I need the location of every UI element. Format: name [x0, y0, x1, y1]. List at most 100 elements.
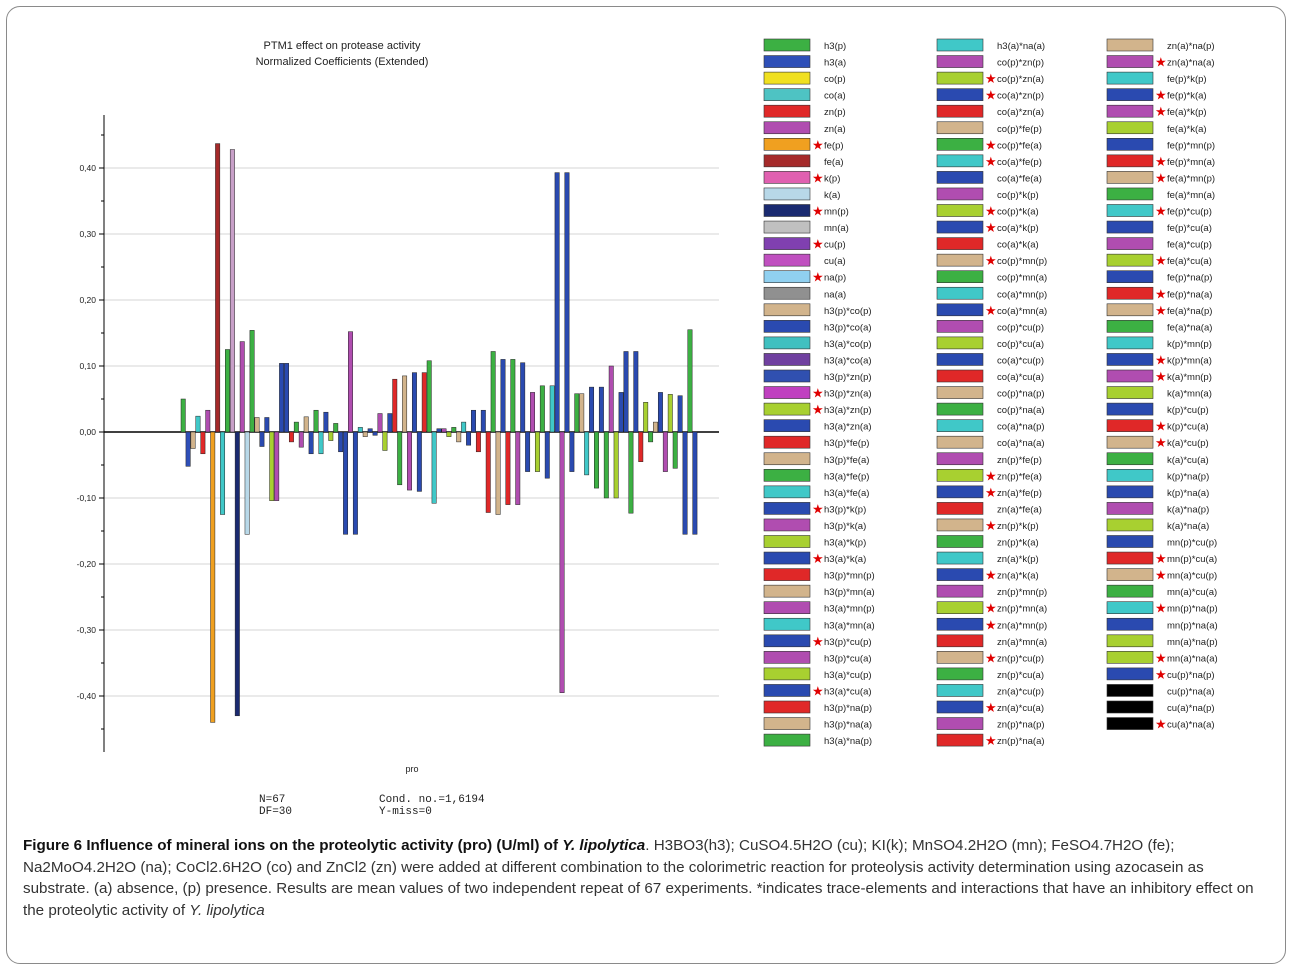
bar — [598, 386, 604, 433]
legend-item: ★ cu(a)*na(a) — [1106, 717, 1215, 732]
legend-label: mn(a) — [824, 223, 849, 234]
legend-label: co(a)*cu(p) — [997, 355, 1044, 366]
bar — [249, 330, 255, 433]
legend-label: h3(a)*mn(p) — [824, 604, 875, 615]
legend-swatch — [936, 601, 984, 615]
legend: h3(p)h3(a)co(p)co(a)zn(p)zn(a)★ fe(p)fe(a… — [763, 38, 1218, 748]
legend-swatch — [936, 55, 984, 68]
bar — [377, 413, 383, 433]
legend-swatch — [1106, 237, 1154, 250]
inhibitory-star-icon: ★ — [985, 468, 997, 483]
bar — [426, 360, 432, 433]
legend-item: h3(p)*na(p) — [763, 700, 872, 714]
legend-label: h3(a)*k(a) — [824, 554, 866, 565]
legend-swatch — [936, 71, 984, 85]
legend-label: mn(a)*cu(p) — [1167, 571, 1217, 582]
legend-label: fe(a) — [824, 157, 844, 168]
legend-swatch — [936, 336, 984, 350]
legend-label: h3(a)*fe(p) — [824, 471, 869, 482]
inhibitory-star-icon: ★ — [985, 733, 997, 748]
legend-item: h3(p)*cu(a) — [763, 651, 872, 664]
legend-swatch — [763, 286, 811, 300]
legend-swatch — [1106, 452, 1154, 466]
inhibitory-star-icon: ★ — [812, 237, 824, 252]
chart-title: PTM1 effect on protease activity — [264, 40, 421, 52]
legend-swatch — [1106, 71, 1154, 85]
legend-item: ★ zn(p)*mn(a) — [936, 601, 1047, 616]
legend-swatch — [763, 601, 811, 615]
legend-label: mn(p)*na(a) — [1167, 620, 1218, 631]
legend-item: ★ h3(a)*zn(p) — [763, 402, 872, 417]
legend-label: zn(a)*cu(a) — [997, 703, 1044, 714]
inhibitory-star-icon: ★ — [985, 137, 997, 152]
inhibitory-star-icon: ★ — [985, 568, 997, 583]
legend-swatch — [763, 402, 811, 416]
legend-swatch — [936, 303, 984, 317]
legend-item: ★ mn(p)*cu(a) — [1106, 551, 1217, 566]
legend-swatch — [763, 468, 811, 482]
legend-label: co(p)*k(p) — [997, 190, 1039, 201]
legend-swatch — [936, 518, 984, 532]
legend-label: zn(a)*cu(p) — [997, 686, 1044, 697]
legend-item: co(a)*k(a) — [936, 237, 1039, 251]
inhibitory-star-icon: ★ — [1155, 435, 1167, 450]
legend-label: co(a)*na(a) — [997, 438, 1045, 449]
legend-label: k(a)*na(a) — [1167, 521, 1209, 532]
legend-swatch — [1106, 502, 1154, 515]
legend-swatch — [936, 733, 984, 747]
legend-label: zn(a)*k(p) — [997, 554, 1039, 565]
y-tick-label: 0,40 — [79, 163, 96, 173]
legend-item: ★ h3(p)*zn(a) — [763, 386, 872, 401]
legend-label: co(a)*k(p) — [997, 223, 1039, 234]
inhibitory-star-icon: ★ — [1155, 88, 1167, 103]
legend-item: zn(p)*cu(a) — [936, 667, 1044, 681]
legend-item: ★ k(a)*cu(p) — [1106, 435, 1209, 450]
bar — [254, 417, 260, 433]
legend-item: h3(p)*fe(p) — [763, 435, 869, 449]
legend-swatch — [1106, 568, 1154, 581]
legend-swatch — [936, 568, 984, 581]
legend-item: h3(a)*cu(p) — [763, 667, 872, 681]
legend-item: h3(p)*co(p) — [763, 303, 872, 317]
legend-label: co(p)*na(a) — [997, 405, 1045, 416]
legend-swatch — [936, 154, 984, 168]
legend-swatch — [763, 419, 811, 432]
legend-label: cu(p)*na(a) — [1167, 686, 1215, 697]
bar — [633, 351, 639, 433]
legend-swatch — [1106, 485, 1154, 499]
legend-swatch — [763, 369, 811, 383]
legend-swatch — [1106, 667, 1154, 681]
legend-swatch — [763, 733, 811, 747]
legend-label: k(p)*na(a) — [1167, 488, 1209, 499]
legend-label: mn(p)*cu(p) — [1167, 538, 1217, 549]
legend-swatch — [1106, 402, 1154, 416]
legend-label: fe(p)*na(a) — [1167, 289, 1212, 300]
legend-item: ★ zn(p)*cu(p) — [936, 650, 1044, 665]
legend-item: na(a) — [763, 286, 846, 300]
legend-item: k(p)*na(a) — [1106, 485, 1209, 499]
legend-item: co(p)*k(p) — [936, 187, 1039, 201]
bar — [303, 416, 309, 433]
legend-swatch — [763, 502, 811, 515]
y-tick-label: -0,40 — [77, 691, 97, 701]
legend-item: ★ co(a)*fe(p) — [936, 154, 1042, 169]
legend-item: ★ fe(p)*na(a) — [1106, 286, 1212, 301]
legend-swatch — [763, 700, 811, 714]
inhibitory-star-icon: ★ — [1155, 352, 1167, 367]
legend-swatch — [763, 38, 811, 52]
legend-item: ★ fe(p)*mn(a) — [1106, 154, 1215, 169]
legend-label: zn(a)*k(a) — [997, 571, 1039, 582]
legend-label: h3(a)*na(a) — [997, 41, 1045, 52]
legend-item: ★ cu(p)*na(p) — [1106, 667, 1215, 682]
bar — [687, 329, 693, 433]
legend-swatch — [763, 518, 811, 532]
bar — [667, 394, 673, 433]
legend-item: co(p)*na(p) — [936, 386, 1045, 400]
legend-item: ★ fe(a)*k(p) — [1106, 104, 1207, 119]
legend-item: h3(p) — [763, 38, 846, 52]
caption-body-species: Y. lipolytica — [189, 901, 265, 919]
legend-swatch — [936, 171, 984, 184]
bar — [298, 431, 304, 448]
legend-label: fe(p)*mn(p) — [1167, 140, 1215, 151]
inhibitory-star-icon: ★ — [985, 601, 997, 616]
